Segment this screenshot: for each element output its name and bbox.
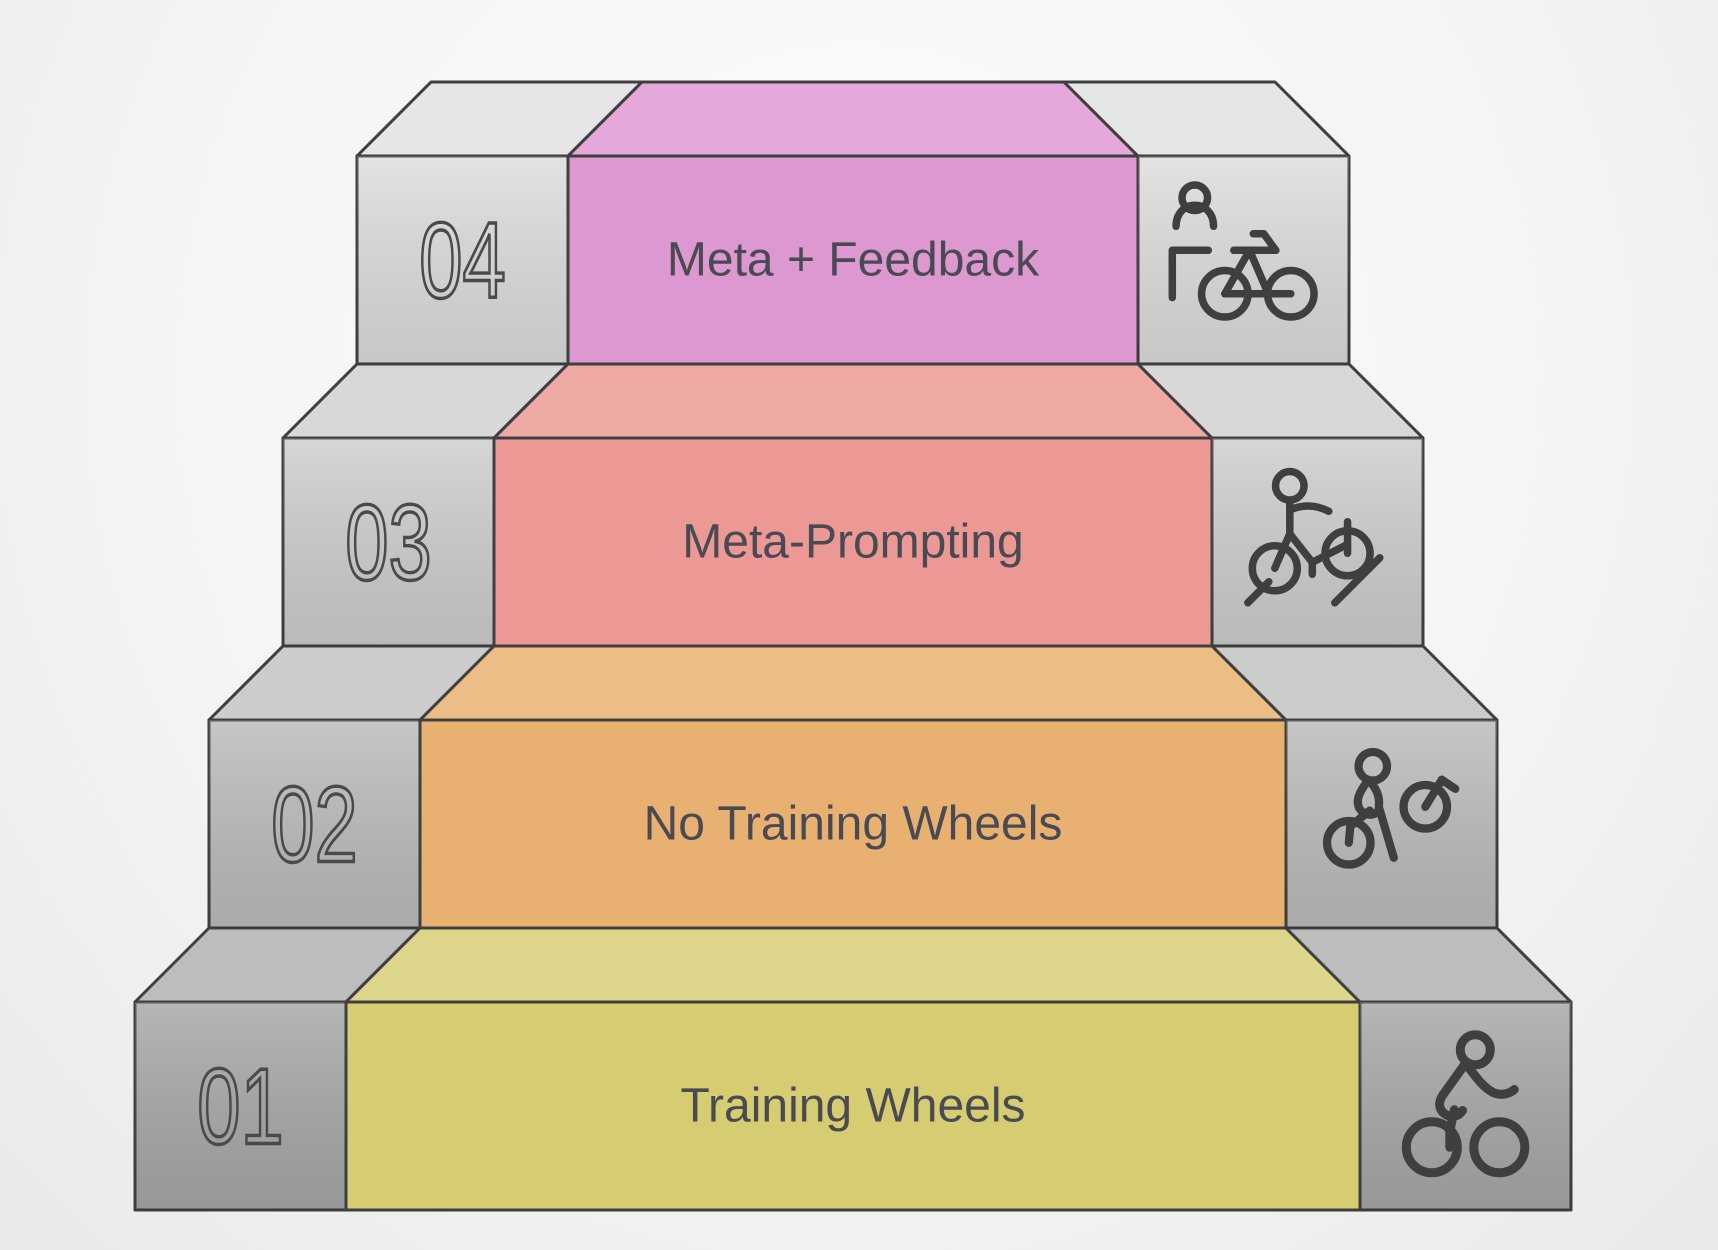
svg-text:04: 04 [419, 200, 505, 321]
svg-text:No Training Wheels: No Training Wheels [644, 798, 1063, 851]
svg-text:03: 03 [345, 482, 431, 603]
svg-text:Meta-Prompting: Meta-Prompting [682, 516, 1023, 569]
svg-text:Training Wheels: Training Wheels [680, 1080, 1025, 1133]
svg-text:01: 01 [197, 1046, 283, 1167]
svg-text:Meta + Feedback: Meta + Feedback [667, 234, 1040, 287]
svg-text:02: 02 [271, 764, 357, 885]
